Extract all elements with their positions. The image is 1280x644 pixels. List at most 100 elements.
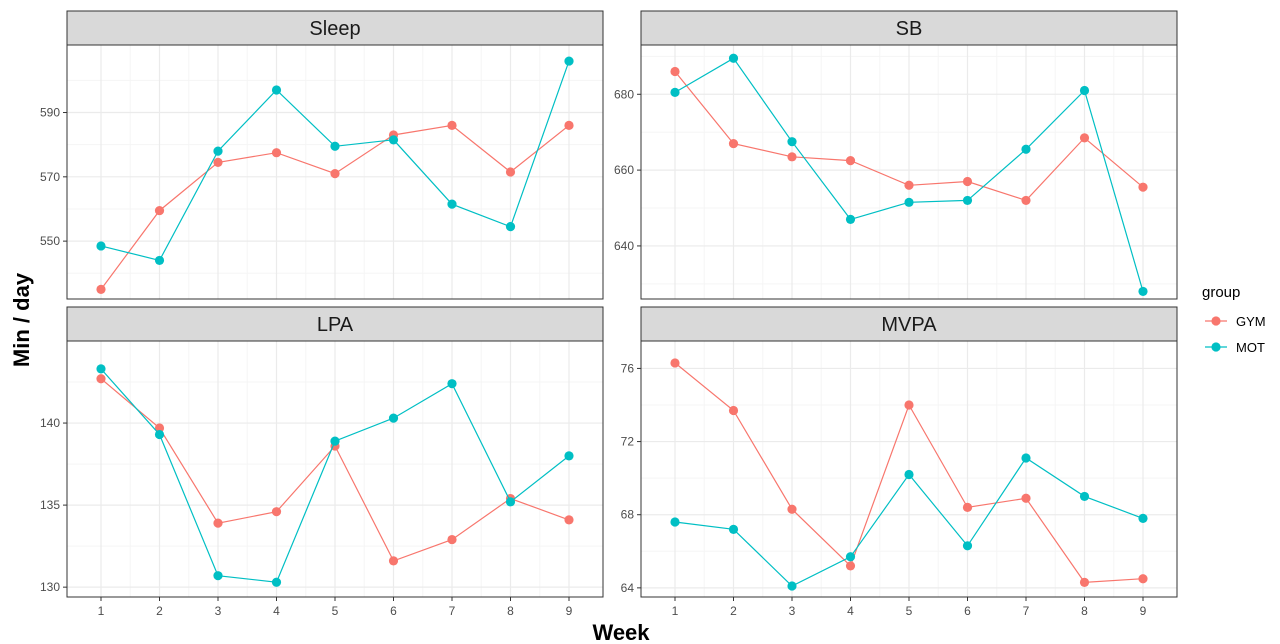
- panel-border: [66, 44, 604, 300]
- series-mot: [96, 56, 574, 266]
- x-tick-label: 3: [215, 604, 222, 618]
- y-tick-label: 72: [621, 435, 635, 449]
- data-point-mot: [388, 413, 399, 423]
- data-point-mot: [96, 364, 106, 374]
- facet-strip: [640, 10, 1178, 46]
- panel-border: [640, 44, 1178, 300]
- y-tick-label: 550: [40, 234, 60, 248]
- data-point-mot: [505, 497, 516, 507]
- x-tick-label: 6: [390, 604, 397, 618]
- y-tick-label: 140: [40, 416, 60, 430]
- data-point-gym: [271, 148, 282, 158]
- data-point-mot: [505, 222, 516, 232]
- panel-lpa: LPA 130 135 140 1 2 3 4 5 6 7 8 9: [40, 306, 604, 618]
- data-point-gym: [96, 284, 106, 294]
- x-tick-label: 2: [156, 604, 163, 618]
- data-point-gym: [213, 518, 223, 528]
- facet-strip-label: LPA: [317, 314, 354, 336]
- data-point-mot: [564, 56, 574, 66]
- data-point-mot: [845, 214, 856, 224]
- data-point-mot: [388, 135, 399, 145]
- y-tick-label: 590: [40, 106, 60, 120]
- data-point-mot: [154, 255, 165, 266]
- facet-strip: [66, 10, 604, 46]
- y-tick-label: 660: [614, 163, 634, 177]
- y-tick-label: 640: [614, 239, 634, 253]
- x-tick-label: 7: [1023, 604, 1030, 618]
- x-tick-label: 4: [273, 604, 280, 618]
- series-mot: [670, 453, 1148, 591]
- data-point-mot: [271, 85, 282, 95]
- data-point-mot: [213, 146, 223, 156]
- data-point-gym: [271, 507, 282, 517]
- data-point-gym: [1079, 133, 1090, 143]
- data-point-gym: [845, 156, 856, 166]
- data-point-gym: [388, 556, 399, 566]
- facet-strip-label: Sleep: [309, 18, 360, 40]
- data-point-gym: [670, 358, 680, 368]
- panel-border: [640, 340, 1178, 598]
- data-point-gym: [787, 504, 797, 514]
- panel-sb: SB 640 660 680: [614, 10, 1178, 300]
- facet-strip-label: MVPA: [881, 314, 937, 336]
- data-point-mot: [447, 199, 457, 209]
- data-point-gym: [904, 180, 914, 190]
- data-point-mot: [787, 581, 797, 591]
- data-point-gym: [728, 405, 739, 416]
- data-point-mot: [330, 141, 340, 151]
- data-point-gym: [787, 152, 797, 162]
- data-point-gym: [564, 120, 574, 130]
- data-point-mot: [845, 552, 856, 562]
- legend-label-gym: GYM: [1236, 314, 1266, 329]
- data-point-mot: [271, 577, 282, 587]
- x-tick-label: 1: [98, 604, 105, 618]
- x-tick-label: 1: [672, 604, 679, 618]
- facet-strip: [640, 306, 1178, 342]
- x-tick-label: 7: [449, 604, 456, 618]
- x-tick-label: 9: [1140, 604, 1147, 618]
- data-point-gym: [1079, 577, 1090, 587]
- data-point-gym: [728, 138, 739, 149]
- y-axis-title: Min / day: [9, 272, 34, 367]
- data-point-mot: [728, 524, 739, 534]
- x-tick-label: 6: [964, 604, 971, 618]
- data-point-gym: [447, 534, 457, 545]
- y-tick-label: 76: [621, 361, 635, 375]
- data-point-gym: [447, 120, 457, 130]
- legend-label-mot: MOT: [1236, 340, 1265, 355]
- series-mot: [96, 364, 574, 587]
- data-point-gym: [1021, 195, 1031, 206]
- data-point-gym: [154, 423, 165, 433]
- data-point-mot: [1079, 491, 1090, 502]
- data-point-mot: [1138, 513, 1148, 523]
- data-point-mot: [670, 87, 680, 97]
- series-mot: [670, 53, 1148, 297]
- panel-sleep: Sleep 550 570 590: [40, 10, 604, 300]
- data-point-gym: [845, 561, 856, 571]
- data-point-gym: [564, 515, 574, 525]
- data-point-gym: [904, 400, 914, 410]
- facet-strip: [66, 306, 604, 342]
- data-point-mot: [1079, 85, 1090, 96]
- facet-strip-label: SB: [896, 18, 923, 40]
- data-point-mot: [1021, 144, 1031, 154]
- legend-key-point-gym: [1211, 316, 1221, 326]
- y-tick-label: 130: [40, 580, 60, 594]
- data-point-mot: [96, 241, 106, 251]
- y-tick-label: 135: [40, 498, 60, 512]
- x-tick-label: 2: [730, 604, 737, 618]
- series-gym: [96, 374, 574, 566]
- data-point-gym: [1138, 574, 1148, 584]
- y-tick-label: 68: [621, 508, 635, 522]
- x-axis-title: Week: [592, 620, 650, 644]
- data-point-mot: [787, 137, 797, 147]
- data-point-mot: [904, 469, 914, 480]
- x-tick-label: 9: [566, 604, 573, 618]
- legend-key-point-mot: [1211, 342, 1221, 352]
- data-point-mot: [330, 436, 340, 446]
- data-point-mot: [670, 517, 680, 527]
- x-tick-label: 4: [847, 604, 854, 618]
- series-gym: [670, 66, 1148, 206]
